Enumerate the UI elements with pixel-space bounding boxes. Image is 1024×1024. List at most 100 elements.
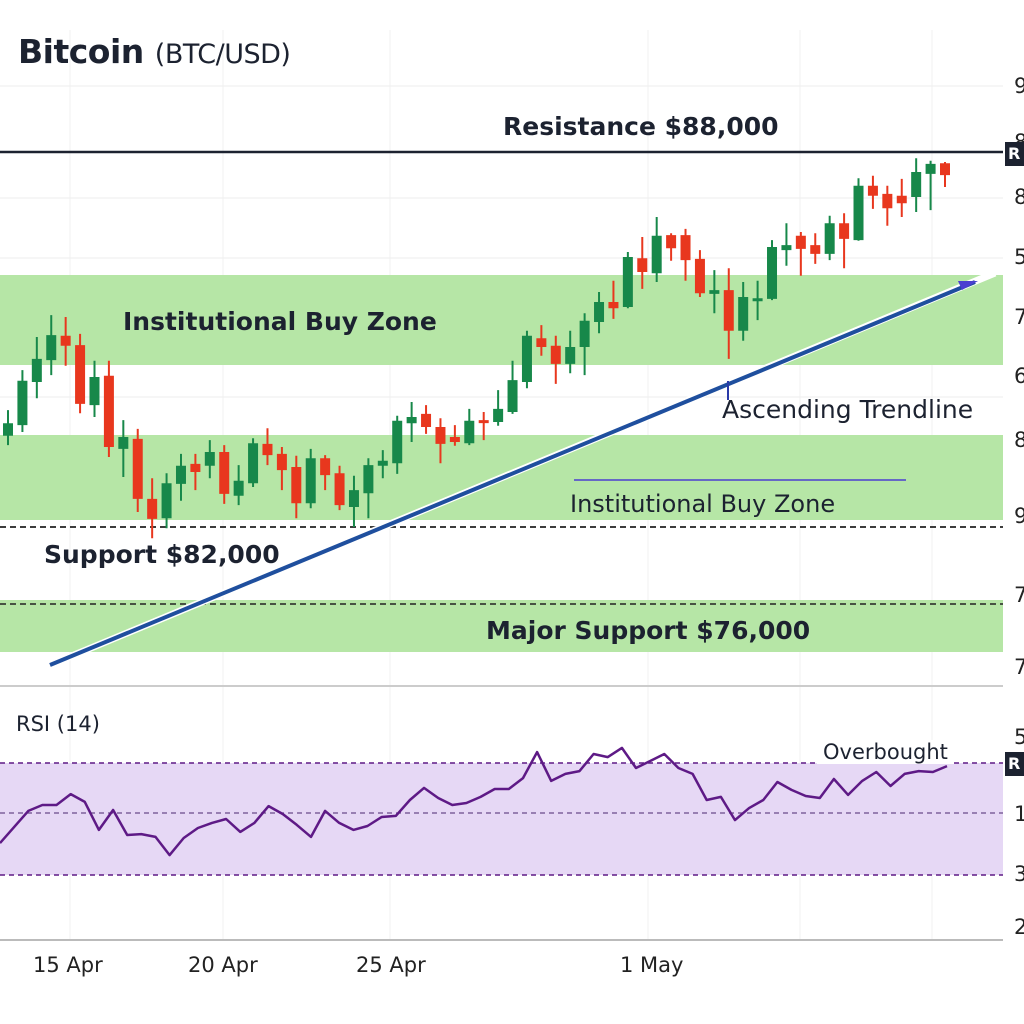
candle-down bbox=[940, 163, 950, 176]
candle-down bbox=[449, 437, 460, 442]
ascending-trendline bbox=[49, 280, 976, 667]
chart-title: Bitcoin (BTC/USD) bbox=[18, 32, 291, 71]
price-tick: 9 bbox=[1014, 504, 1024, 528]
candle-down bbox=[320, 458, 331, 476]
x-tick: 15 Apr bbox=[33, 953, 103, 977]
candle-up bbox=[925, 163, 936, 174]
x-tick: 20 Apr bbox=[188, 953, 258, 977]
candle-up bbox=[175, 465, 186, 484]
candle-up bbox=[392, 420, 403, 464]
candle-down bbox=[60, 335, 71, 346]
price-tick: 7 bbox=[1014, 583, 1024, 607]
candle-up bbox=[781, 245, 792, 251]
candle-up bbox=[464, 420, 475, 444]
candle-down bbox=[75, 345, 86, 404]
price-tick: 8 bbox=[1014, 428, 1024, 452]
resistance-label: Resistance $88,000 bbox=[503, 112, 779, 141]
candle-down bbox=[219, 452, 230, 494]
candle-down bbox=[276, 453, 287, 471]
major-support-label: Major Support $76,000 bbox=[486, 616, 811, 645]
candle-down bbox=[694, 258, 705, 294]
candle-up bbox=[89, 377, 100, 406]
candle-up bbox=[911, 172, 922, 197]
candle-down bbox=[262, 443, 273, 456]
candle-up bbox=[248, 443, 259, 484]
candle-down bbox=[839, 223, 850, 239]
candle-up bbox=[406, 417, 417, 424]
candle-down bbox=[810, 245, 821, 254]
rsi-tick: 3 bbox=[1014, 862, 1024, 886]
candle-up bbox=[752, 298, 763, 302]
candle-down bbox=[882, 193, 893, 209]
candle-up bbox=[363, 465, 374, 494]
candle-up bbox=[853, 185, 864, 241]
candle-down bbox=[666, 235, 677, 249]
candle-up bbox=[305, 458, 316, 504]
candle-down bbox=[867, 185, 878, 196]
candle-down bbox=[190, 463, 201, 472]
rsi-line bbox=[0, 746, 948, 857]
price-badge: R bbox=[1005, 142, 1024, 166]
price-tick: 8 bbox=[1014, 185, 1024, 209]
candle-up bbox=[824, 223, 835, 254]
candle-up bbox=[565, 347, 576, 364]
candle-up bbox=[17, 380, 28, 426]
candle-up bbox=[521, 335, 532, 382]
candle-down bbox=[478, 420, 489, 424]
candle-up bbox=[507, 380, 518, 412]
title-pair: (BTC/USD) bbox=[154, 39, 291, 70]
candle-up bbox=[348, 490, 359, 507]
trendline-label: Ascending Trendline bbox=[722, 395, 974, 424]
candle-down bbox=[536, 338, 547, 347]
candle-up bbox=[204, 452, 215, 466]
candle-down bbox=[147, 498, 158, 519]
candle-up bbox=[3, 423, 13, 436]
buy-zone-upper-label: Institutional Buy Zone bbox=[123, 307, 437, 336]
price-tick: 7 bbox=[1014, 305, 1024, 329]
support-label: Support $82,000 bbox=[44, 540, 280, 569]
candle-down bbox=[680, 235, 691, 261]
rsi-badge: R bbox=[1005, 752, 1024, 776]
candle-down bbox=[637, 258, 648, 272]
candle-up bbox=[738, 297, 749, 331]
candle-down bbox=[435, 427, 446, 444]
candle-down bbox=[896, 195, 907, 204]
candle-up bbox=[622, 257, 633, 307]
rsi-label: RSI (14) bbox=[16, 712, 100, 736]
price-tick: 5 bbox=[1014, 245, 1024, 269]
candle-up bbox=[493, 408, 504, 422]
candle-up bbox=[377, 460, 388, 466]
candle-up bbox=[31, 358, 42, 382]
candle-up bbox=[767, 247, 778, 299]
candle-up bbox=[118, 437, 129, 449]
candle-up bbox=[651, 235, 662, 274]
candle-up bbox=[579, 320, 590, 347]
candle-down bbox=[723, 290, 734, 331]
candles bbox=[3, 158, 950, 539]
candle-down bbox=[421, 413, 432, 427]
major-support-zone bbox=[0, 600, 1003, 652]
candle-up bbox=[46, 335, 57, 361]
candle-up bbox=[709, 290, 720, 294]
rsi-tick: 2 bbox=[1014, 915, 1024, 939]
rsi-tick: 5 bbox=[1014, 725, 1024, 749]
x-tick: 25 Apr bbox=[356, 953, 426, 977]
rsi-band bbox=[0, 763, 1003, 875]
candle-down bbox=[608, 302, 619, 309]
trendline-arrow-icon bbox=[958, 281, 978, 290]
price-tick: 7 bbox=[1014, 655, 1024, 679]
price-tick: 6 bbox=[1014, 364, 1024, 388]
x-tick: 1 May bbox=[620, 953, 684, 977]
buy-zone-upper bbox=[0, 275, 1003, 365]
candle-up bbox=[161, 483, 172, 519]
candle-down bbox=[291, 467, 302, 504]
price-tick: 9 bbox=[1014, 74, 1024, 98]
candle-up bbox=[233, 480, 244, 496]
rsi-tick: 1 bbox=[1014, 802, 1024, 826]
candle-up bbox=[594, 302, 605, 322]
candle-down bbox=[103, 375, 114, 447]
overbought-label: Overbought bbox=[817, 740, 954, 764]
candle-down bbox=[795, 235, 806, 249]
title-name: Bitcoin bbox=[18, 32, 144, 71]
